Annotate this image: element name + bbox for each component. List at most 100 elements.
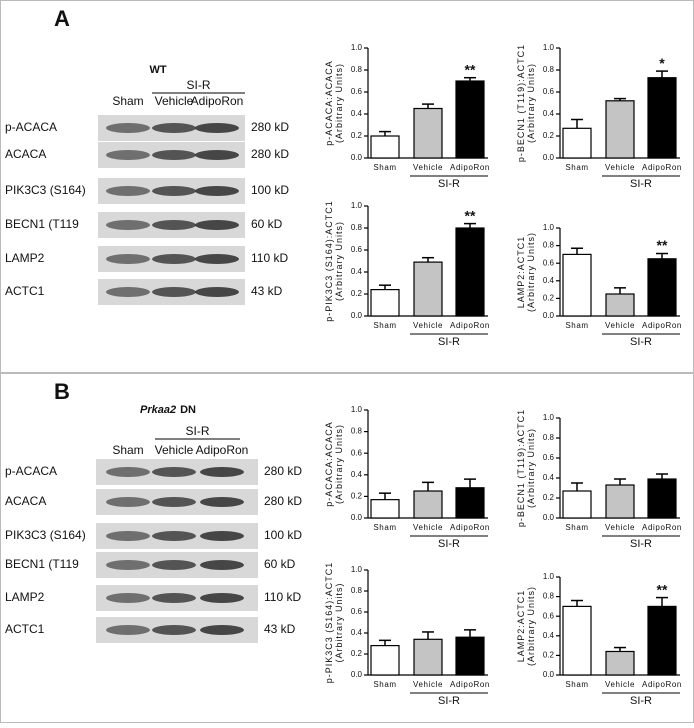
y-axis-label-line: (Arbitrary Units): [526, 63, 536, 143]
y-tick-label: 0.2: [351, 131, 363, 140]
bar: [413, 107, 443, 159]
band: [195, 186, 239, 196]
bar: [370, 644, 400, 676]
y-tick-label: 0.2: [351, 289, 363, 298]
gene: WT: [149, 64, 166, 76]
x-tick-label: Vehicle: [413, 163, 443, 172]
band: [152, 593, 196, 603]
group-label: SI-R: [186, 424, 210, 438]
y-axis-label-line: p-PIK3C3 (S164):ACTC1: [324, 562, 334, 684]
band: [106, 467, 150, 477]
y-axis-label-line: (Arbitrary Units): [526, 428, 536, 508]
y-tick-label: 0.6: [351, 448, 363, 457]
band: [195, 287, 239, 297]
band: [200, 625, 244, 635]
band: [152, 123, 196, 133]
group-label: SI-R: [630, 538, 652, 550]
y-tick-label: 0.8: [351, 586, 363, 595]
band: [152, 220, 196, 230]
band: [152, 625, 196, 635]
genotype: WT: [149, 64, 166, 76]
x-tick-label: Sham: [373, 523, 396, 532]
band: [200, 497, 244, 507]
group-label: SI-R: [630, 695, 652, 707]
bar: [647, 258, 677, 317]
protein-label: LAMP2: [5, 251, 45, 265]
bar: [647, 478, 677, 519]
x-tick-label: Sham: [565, 523, 588, 532]
bar: [605, 100, 635, 159]
y-tick-label: 0.0: [543, 311, 555, 320]
y-tick-label: 0.4: [543, 276, 555, 285]
y-axis-label: p-BECN1 (T119):ACTC1(Arbitrary Units): [516, 409, 536, 527]
bar: [370, 289, 400, 317]
band: [152, 150, 196, 160]
significance: **: [657, 581, 668, 597]
protein-label: BECN1 (T119: [5, 557, 79, 571]
lane-label: AdipoRon: [191, 94, 244, 108]
bar: [413, 490, 443, 519]
y-axis-label-line: p-ACACA:ACACA: [324, 60, 334, 146]
y-tick-label: 0.4: [351, 470, 363, 479]
protein-label: p-ACACA: [5, 120, 57, 134]
x-tick-label: Sham: [373, 680, 396, 689]
significance: *: [659, 55, 665, 71]
band: [195, 220, 239, 230]
y-tick-label: 0.4: [543, 109, 555, 118]
band: [152, 186, 196, 196]
y-tick-label: 1.0: [351, 565, 363, 574]
lane-label: AdipoRon: [196, 443, 249, 457]
protein-label: ACTC1: [5, 622, 45, 636]
x-tick-label: AdipoRon: [642, 163, 682, 172]
y-tick-label: 0.0: [351, 670, 363, 679]
y-tick-label: 0.6: [543, 453, 555, 462]
protein-label: BECN1 (T119: [5, 217, 79, 231]
x-tick-label: Vehicle: [413, 680, 443, 689]
y-tick-label: 0.2: [543, 493, 555, 502]
bar: [647, 77, 677, 159]
y-tick-label: 0.4: [351, 267, 363, 276]
y-tick-label: 0.0: [543, 670, 555, 679]
band: [106, 625, 150, 635]
x-tick-label: Sham: [565, 680, 588, 689]
x-tick-label: Sham: [565, 163, 588, 172]
size-label: 280 kD: [264, 464, 302, 478]
band: [152, 531, 196, 541]
x-tick-label: Vehicle: [605, 321, 635, 330]
size-label: 110 kD: [251, 251, 288, 265]
x-tick-label: AdipoRon: [642, 321, 682, 330]
y-tick-label: 0.6: [543, 87, 555, 96]
protein-label: p-ACACA: [5, 464, 57, 478]
y-axis-label-line: (Arbitrary Units): [334, 63, 344, 143]
x-tick-label: AdipoRon: [450, 321, 490, 330]
y-axis-label: LAMP2:ACTC1(Arbitrary Units): [516, 586, 536, 666]
x-tick-label: Vehicle: [605, 523, 635, 532]
y-tick-label: 0.8: [543, 433, 555, 442]
bar: [562, 253, 592, 317]
y-tick-label: 1.0: [351, 43, 363, 52]
lane-label: Sham: [112, 94, 143, 108]
group-label: SI-R: [438, 336, 460, 348]
band: [195, 150, 239, 160]
group-label: SI-R: [438, 178, 460, 190]
band: [200, 467, 244, 477]
y-tick-label: 0.6: [543, 611, 555, 620]
x-tick-label: AdipoRon: [642, 680, 682, 689]
bar: [605, 650, 635, 676]
size-label: 280 kD: [251, 147, 289, 161]
band: [200, 560, 244, 570]
y-tick-label: 0.2: [351, 649, 363, 658]
y-tick-label: 1.0: [543, 413, 555, 422]
y-tick-label: 0.4: [351, 109, 363, 118]
size-label: 110 kD: [264, 590, 301, 604]
y-tick-label: 0.6: [351, 245, 363, 254]
size-label: 60 kD: [264, 557, 296, 571]
size-label: 280 kD: [251, 120, 289, 134]
y-axis-label: p-BECN1 (T119):ACTC1(Arbitrary Units): [516, 44, 536, 162]
protein-label: ACACA: [5, 494, 46, 508]
y-axis-label: p-PIK3C3 (S164):ACTC1(Arbitrary Units): [324, 200, 344, 322]
group-label: SI-R: [630, 336, 652, 348]
x-tick-label: Sham: [565, 321, 588, 330]
y-axis-label-line: p-ACACA:ACACA: [324, 421, 334, 507]
protein-label: PIK3C3 (S164): [5, 528, 86, 542]
